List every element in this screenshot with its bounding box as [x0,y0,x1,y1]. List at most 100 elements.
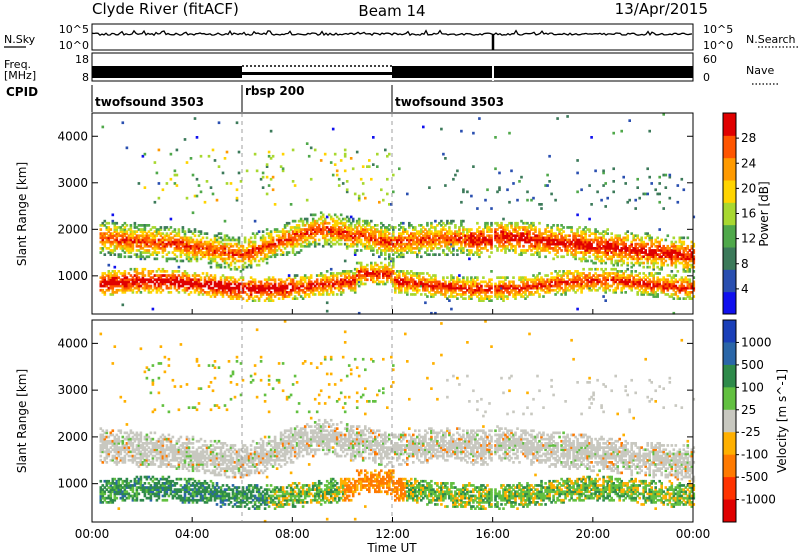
power-cell [550,272,553,275]
power-cell [612,167,615,170]
power-cell [336,174,339,177]
power-cell [444,184,447,187]
power-cell [178,270,181,273]
power-cell [476,207,479,210]
power-cell [130,224,133,227]
power-cell [194,228,197,231]
power-cell [370,178,373,181]
power-cell [500,222,503,225]
power-cell [532,197,535,200]
power-cell [194,117,197,120]
power-cell [452,220,455,223]
power-cell [366,278,369,281]
power-cell [420,293,423,296]
power-cell [546,274,549,277]
power-cell [556,224,559,227]
power-cell [482,276,485,279]
power-cell [484,199,487,202]
power-cell [190,291,193,294]
freq-band-block-1 [92,66,242,78]
power-cell [154,201,157,204]
power-cell [272,176,275,179]
power-cell [296,297,299,300]
power-cell [192,211,195,214]
noise-sky-trace [92,31,692,36]
power-cell [376,153,379,156]
power-cell [428,253,431,256]
power-cell [344,260,347,263]
power-cell [364,197,367,200]
power-cell [470,228,473,231]
nave-tick-bottom: 0 [703,71,710,84]
freq-band-block-3 [392,66,693,78]
power-cell [176,149,179,152]
power-cell [254,241,257,244]
power-cell [478,226,481,229]
power-cell [650,182,653,185]
power-cell [326,310,329,313]
power-cell [624,182,627,185]
power-cell [216,199,219,202]
power-cell [298,224,301,227]
power-cell [104,253,107,256]
power-cell [184,230,187,233]
power-cell [170,226,173,229]
power-cell [602,170,605,173]
power-cell [498,172,501,175]
noise-left-tick-bottom: 10^0 [59,39,89,52]
power-cell [326,270,329,273]
power-cell [130,268,133,271]
power-cell [190,157,193,160]
power-cell [314,293,317,296]
power-cell [214,159,217,162]
power-cell [250,237,253,240]
power-cell [176,174,179,177]
power-cell [608,289,611,292]
power-cell [388,253,391,256]
power-cell [626,230,629,233]
power-cell [192,174,195,177]
power-cell [626,262,629,265]
power-cell [470,249,473,252]
power-cell [308,155,311,158]
power-cell [512,276,515,279]
power-cell [550,193,553,196]
power-cell [266,262,269,265]
power-cell [334,153,337,156]
noise-right-tick-bottom: 10^0 [703,39,733,52]
power-cell [414,226,417,229]
power-cell [230,182,233,185]
power-cell [650,237,653,240]
power-cell [558,270,561,273]
power-cell [590,268,593,271]
power-cell [624,243,627,246]
power-cell [612,191,615,194]
power-cell [254,220,257,223]
power-cell [516,199,519,202]
power-cell [512,281,515,284]
power-cell [156,258,159,261]
power-cell [178,291,181,294]
power-cell [576,214,579,217]
power-cell [332,128,335,131]
power-cell [332,291,335,294]
cpid-segment-2: rbsp 200 [245,84,304,98]
power-cell [376,224,379,227]
power-cell [154,161,157,164]
power-cell [230,268,233,271]
power-cell [266,176,269,179]
power-cell [376,165,379,168]
power-cell [388,232,391,235]
power-cell [526,199,529,202]
power-cell [512,182,515,185]
power-cell [434,274,437,277]
power-cell [442,153,445,156]
power-cell [464,297,467,300]
power-cell [506,276,509,279]
power-cell [148,224,151,227]
station-title: Clyde River (fitACF) [92,0,239,18]
power-cell [420,255,423,258]
power-cell [244,262,247,265]
power-cell [122,121,125,124]
power-cell [406,230,409,233]
